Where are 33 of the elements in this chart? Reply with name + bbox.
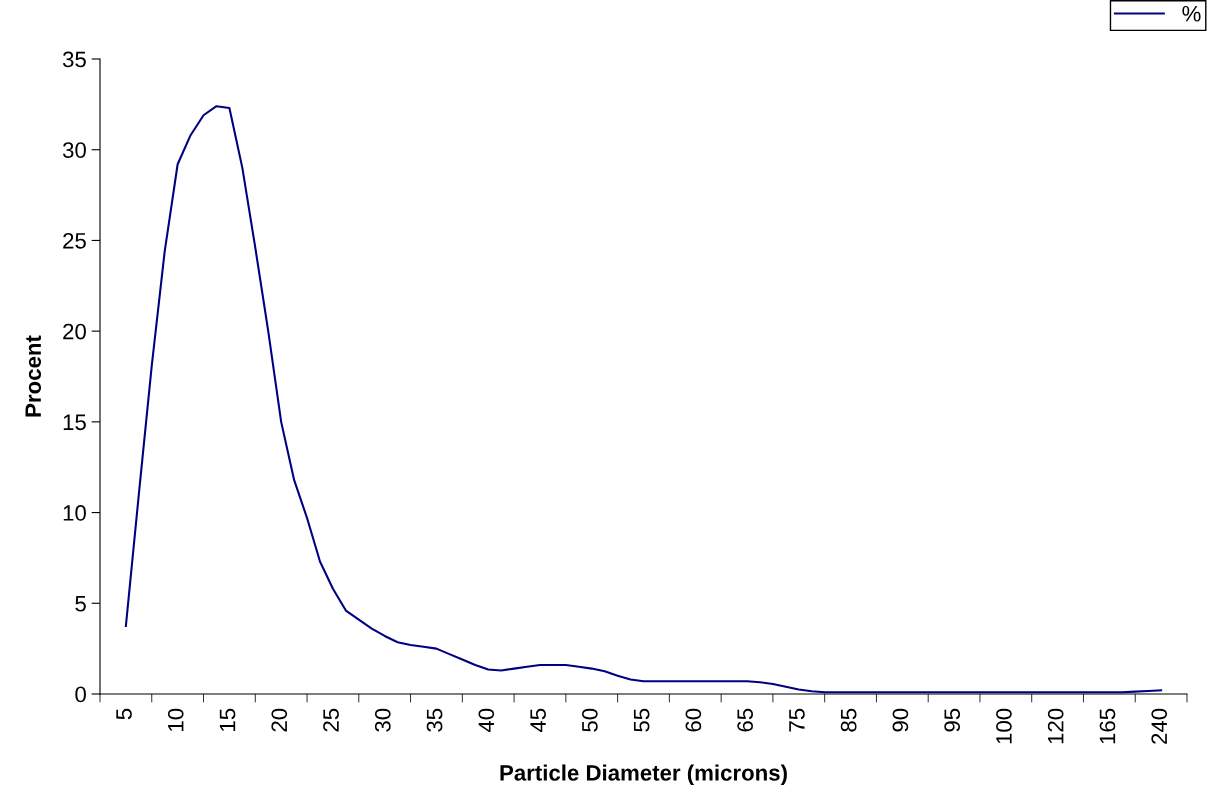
y-tick-label: 0 [75, 686, 86, 703]
y-tick-label: 30 [62, 142, 86, 158]
x-tick-label: 10 [167, 708, 184, 731]
line-series [124, 105, 1163, 694]
x-tick-label: 45 [530, 708, 546, 733]
x-tick-label: 85 [840, 708, 857, 732]
x-tick-label: 120 [1047, 708, 1064, 744]
x-tick-label: 95 [944, 708, 961, 732]
x-tick-label: 65 [737, 708, 753, 732]
x-axis-title: Particle Diameter (microns) [500, 764, 787, 786]
y-tick-label: 35 [62, 51, 86, 68]
x-tick-label: 55 [633, 708, 650, 732]
y-axis-title: Procent [25, 335, 42, 417]
x-tick-label: 165 [1099, 708, 1116, 744]
x-tick-label: 35 [426, 708, 443, 732]
y-tick-label: 25 [63, 232, 86, 249]
x-tick-label: 20 [271, 708, 288, 732]
x-tick-label: 50 [581, 708, 598, 732]
x-tick-label: 40 [478, 708, 495, 733]
y-tick-label: 10 [63, 505, 86, 521]
x-tick-label: 100 [996, 708, 1012, 744]
x-tick-label: 25 [323, 708, 339, 732]
x-tick-label: 5 [116, 708, 132, 720]
y-tick-label: 20 [63, 323, 86, 340]
y-tick-label: 5 [75, 596, 86, 612]
x-tick-label: 60 [685, 708, 702, 732]
x-tick-label: 90 [892, 708, 909, 732]
legend-label: % [1182, 5, 1201, 22]
x-tick-label: 75 [789, 708, 805, 732]
x-tick-label: 240 [1151, 708, 1168, 744]
y-tick-label: 15 [63, 414, 86, 431]
x-tick-label: 15 [219, 708, 236, 731]
x-tick-label: 30 [374, 708, 391, 732]
